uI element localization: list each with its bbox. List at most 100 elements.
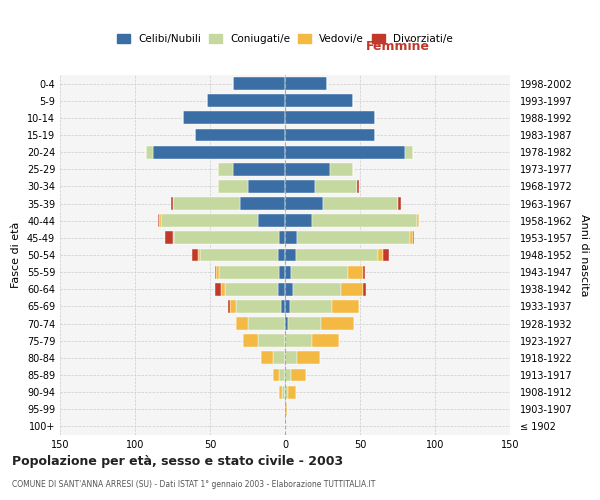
Bar — [285, 232, 297, 244]
Bar — [409, 232, 413, 244]
Y-axis label: Fasce di età: Fasce di età — [11, 222, 21, 288]
Bar — [258, 334, 285, 347]
Bar — [323, 197, 398, 210]
Bar — [279, 368, 285, 382]
Bar — [296, 248, 378, 262]
Bar — [290, 300, 331, 313]
Bar — [312, 214, 417, 227]
Bar — [229, 300, 235, 313]
Bar — [233, 77, 285, 90]
Bar — [285, 403, 287, 415]
Bar — [240, 197, 285, 210]
Bar — [165, 232, 173, 244]
Bar — [192, 248, 198, 262]
Bar — [285, 300, 290, 313]
Bar — [243, 334, 258, 347]
Bar — [159, 214, 161, 227]
Text: Femmine: Femmine — [365, 40, 430, 54]
Bar — [405, 146, 413, 158]
Y-axis label: Anni di nascita: Anni di nascita — [579, 214, 589, 296]
Bar — [285, 386, 288, 398]
Bar — [297, 352, 320, 364]
Bar — [261, 352, 273, 364]
Bar — [195, 128, 285, 141]
Bar — [233, 163, 285, 175]
Bar — [153, 146, 285, 158]
Bar — [357, 180, 359, 193]
Bar — [248, 180, 285, 193]
Bar — [285, 146, 405, 158]
Bar — [285, 266, 291, 278]
Bar — [273, 352, 285, 364]
Bar — [171, 197, 173, 210]
Bar — [174, 232, 279, 244]
Bar — [228, 300, 229, 313]
Bar — [285, 352, 297, 364]
Bar — [331, 300, 359, 313]
Bar — [413, 232, 414, 244]
Bar — [215, 266, 216, 278]
Bar — [277, 283, 285, 296]
Bar — [315, 180, 357, 193]
Bar — [288, 386, 296, 398]
Bar — [285, 180, 315, 193]
Bar — [279, 232, 285, 244]
Bar — [291, 368, 306, 382]
Bar — [279, 266, 285, 278]
Bar — [146, 146, 153, 158]
Bar — [363, 283, 366, 296]
Bar — [235, 317, 248, 330]
Bar — [198, 248, 199, 262]
Bar — [285, 248, 296, 262]
Bar — [218, 180, 248, 193]
Bar — [216, 266, 219, 278]
Legend: Celibi/Nubili, Coniugati/e, Vedovi/e, Divorziati/e: Celibi/Nubili, Coniugati/e, Vedovi/e, Di… — [113, 30, 457, 48]
Bar — [383, 248, 389, 262]
Bar — [363, 266, 365, 278]
Bar — [225, 283, 277, 296]
Bar — [215, 283, 221, 296]
Bar — [285, 214, 312, 227]
Bar — [330, 163, 353, 175]
Bar — [417, 214, 419, 227]
Bar — [348, 266, 363, 278]
Bar — [285, 368, 291, 382]
Bar — [312, 334, 339, 347]
Bar — [321, 317, 354, 330]
Bar — [219, 266, 279, 278]
Bar — [258, 214, 285, 227]
Bar — [297, 232, 409, 244]
Bar — [285, 163, 330, 175]
Bar — [285, 317, 288, 330]
Bar — [378, 248, 383, 262]
Bar — [277, 248, 285, 262]
Bar — [285, 128, 375, 141]
Bar — [285, 197, 323, 210]
Bar — [199, 248, 277, 262]
Bar — [293, 283, 341, 296]
Bar — [281, 300, 285, 313]
Bar — [161, 214, 258, 227]
Bar — [279, 386, 282, 398]
Bar — [183, 112, 285, 124]
Bar — [288, 317, 321, 330]
Bar — [157, 214, 159, 227]
Bar — [398, 197, 401, 210]
Text: COMUNE DI SANT'ANNA ARRESI (SU) - Dati ISTAT 1° gennaio 2003 - Elaborazione TUTT: COMUNE DI SANT'ANNA ARRESI (SU) - Dati I… — [12, 480, 376, 489]
Bar — [285, 283, 293, 296]
Bar — [173, 197, 240, 210]
Bar — [248, 317, 285, 330]
Bar — [285, 112, 375, 124]
Bar — [207, 94, 285, 107]
Bar — [173, 232, 174, 244]
Bar — [285, 94, 353, 107]
Text: Popolazione per età, sesso e stato civile - 2003: Popolazione per età, sesso e stato civil… — [12, 455, 343, 468]
Bar — [341, 283, 363, 296]
Bar — [285, 334, 312, 347]
Bar — [291, 266, 348, 278]
Bar — [218, 163, 233, 175]
Bar — [235, 300, 281, 313]
Bar — [273, 368, 279, 382]
Bar — [282, 386, 285, 398]
Bar — [221, 283, 225, 296]
